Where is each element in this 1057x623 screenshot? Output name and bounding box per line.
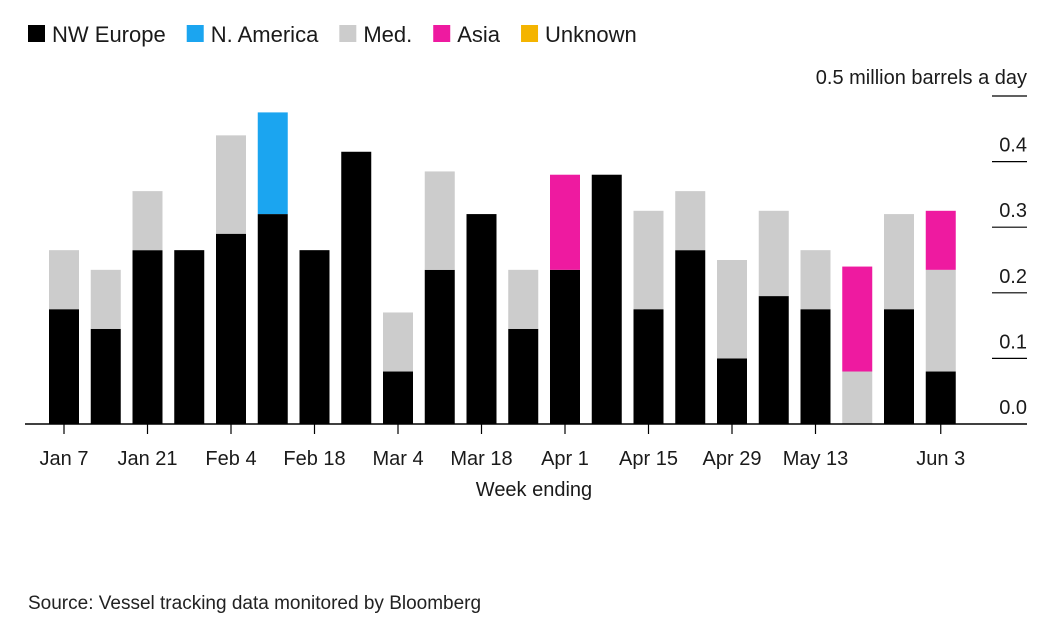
bar-segment-med--9 [424, 171, 455, 270]
bar-segment-nw-europe-14 [633, 309, 664, 424]
legend-swatch-2 [339, 25, 357, 42]
bar-segment-med--19 [842, 371, 873, 424]
bar-segment-nw-europe-5 [257, 214, 288, 424]
bar-segment-nw-europe-13 [591, 174, 622, 424]
bar-segment-nw-europe-3 [174, 250, 205, 424]
bar-segment-asia-21 [925, 210, 956, 270]
legend-label-4: Unknown [545, 22, 637, 47]
bar-segment-nw-europe-17 [758, 296, 789, 424]
bar-segment-med--20 [884, 214, 914, 310]
y-gridlines: 0.0 0.1 0.2 0.3 0.4 [992, 95, 1027, 419]
bar-segment-med--11 [508, 269, 539, 329]
x-tick-label: Apr 29 [703, 448, 762, 470]
y-tick-label: 0.2 [999, 266, 1027, 288]
bar-segment-nw-europe-1 [90, 328, 121, 424]
legend-label-2: Med. [363, 22, 412, 47]
x-tick-label: Jan 21 [117, 448, 177, 470]
x-tick-label: Apr 1 [541, 448, 589, 470]
legend-label-0: NW Europe [52, 22, 166, 47]
bar-segment-asia-19 [842, 266, 873, 372]
bar-segment-med--14 [633, 210, 664, 310]
bar-segment-med--15 [675, 191, 706, 251]
bar-segment-nw-europe-12 [550, 269, 580, 424]
x-tick-label: May 13 [783, 448, 849, 470]
bar-segment-nw-europe-11 [508, 328, 539, 424]
bar-segment-med--18 [800, 250, 831, 310]
x-tick-label: Jan 7 [40, 448, 89, 470]
x-tick-label: Apr 15 [619, 448, 678, 470]
bar-segment-nw-europe-18 [800, 309, 831, 424]
bar-segment-med--21 [925, 269, 956, 372]
bar-segment-med--8 [383, 312, 413, 372]
bar-segment-nw-europe-6 [299, 250, 330, 424]
units-label: 0.5 million barrels a day [816, 67, 1027, 89]
bar-segment-nw-europe-9 [424, 269, 455, 424]
bars [49, 112, 956, 424]
legend: NW Europe N. America Med. Asia Unknown [28, 22, 637, 47]
legend-label-3: Asia [457, 22, 501, 47]
bar-segment-nw-europe-8 [383, 371, 413, 424]
y-tick-label: 0.4 [999, 135, 1027, 157]
x-tick-label: Mar 4 [372, 448, 423, 470]
legend-swatch-1 [186, 25, 204, 42]
bar-segment-med--0 [49, 250, 79, 310]
legend-label-1: N. America [211, 22, 319, 47]
y-tick-label: 0.0 [999, 397, 1027, 419]
bar-segment-nw-europe-10 [466, 214, 497, 424]
bar-segment-nw-europe-2 [132, 250, 163, 424]
bar-segment-med--2 [132, 191, 163, 251]
bar-segment-nw-europe-16 [717, 358, 747, 424]
x-axis-label: Week ending [476, 479, 592, 501]
bar-segment-nw-europe-4 [216, 233, 246, 424]
bar-segment-med--4 [216, 135, 246, 234]
bar-segment-nw-europe-0 [49, 309, 79, 424]
x-ticks: Jan 7 Jan 21 Feb 4 Feb 18 Mar 4 Mar 18 Apr 1 Ap… [40, 424, 965, 470]
x-tick-label: Feb 4 [205, 448, 256, 470]
y-tick-label: 0.1 [999, 331, 1027, 353]
bar-segment-nw-europe-7 [341, 151, 372, 424]
y-tick-label: 0.3 [999, 200, 1027, 222]
x-tick-label: Jun 3 [916, 448, 965, 470]
bar-segment-asia-12 [550, 174, 580, 270]
legend-swatch-0 [28, 25, 45, 42]
bar-segment-nw-europe-15 [675, 250, 706, 424]
bar-segment-nw-europe-21 [925, 371, 956, 424]
bar-segment-med--17 [758, 210, 789, 297]
bar-segment-med--16 [717, 260, 747, 359]
bar-segment-nw-europe-20 [884, 309, 914, 424]
bar-segment-n-america-5 [257, 112, 288, 215]
x-tick-label: Feb 18 [283, 448, 345, 470]
x-tick-label: Mar 18 [450, 448, 512, 470]
bar-segment-med--1 [90, 269, 121, 329]
source-note: Source: Vessel tracking data monitored b… [28, 593, 482, 614]
legend-swatch-3 [433, 25, 451, 42]
legend-swatch-4 [521, 25, 539, 42]
